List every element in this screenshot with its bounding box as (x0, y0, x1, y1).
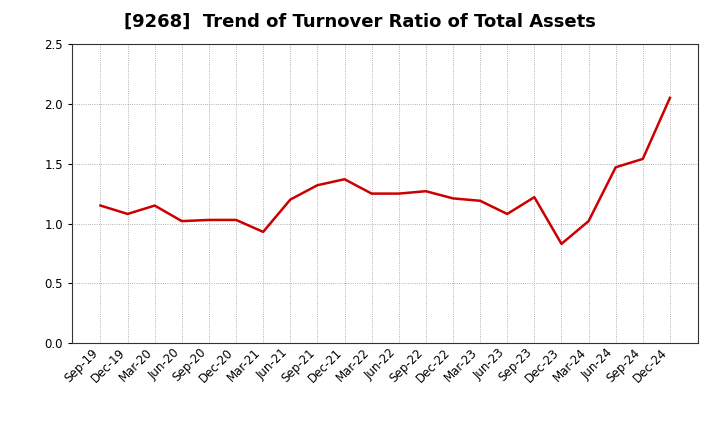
Text: [9268]  Trend of Turnover Ratio of Total Assets: [9268] Trend of Turnover Ratio of Total … (124, 13, 596, 31)
